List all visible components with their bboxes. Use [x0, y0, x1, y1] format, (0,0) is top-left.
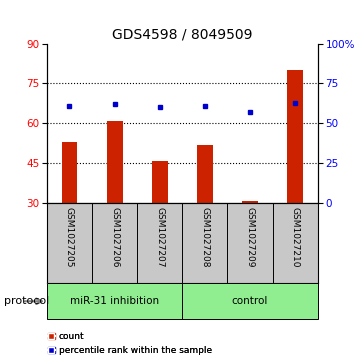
- Text: control: control: [232, 296, 268, 306]
- Title: GDS4598 / 8049509: GDS4598 / 8049509: [112, 27, 253, 41]
- Bar: [47, 283, 182, 319]
- Text: GSM1027206: GSM1027206: [110, 207, 119, 268]
- Bar: [152, 161, 168, 203]
- Legend: count, percentile rank within the sample: count, percentile rank within the sample: [44, 329, 216, 359]
- Text: GSM1027210: GSM1027210: [291, 207, 300, 268]
- Bar: [62, 142, 77, 203]
- Bar: [182, 283, 318, 319]
- Bar: [242, 201, 258, 203]
- Text: GSM1027205: GSM1027205: [65, 207, 74, 268]
- Bar: [197, 145, 213, 203]
- Text: protocol: protocol: [4, 296, 49, 306]
- Text: GSM1027208: GSM1027208: [200, 207, 209, 268]
- Text: GSM1027207: GSM1027207: [155, 207, 164, 268]
- Text: GSM1027209: GSM1027209: [245, 207, 255, 268]
- Bar: [107, 121, 122, 203]
- Legend: count, percentile rank within the sample: count, percentile rank within the sample: [44, 329, 216, 359]
- Bar: [287, 70, 303, 203]
- Text: miR-31 inhibition: miR-31 inhibition: [70, 296, 159, 306]
